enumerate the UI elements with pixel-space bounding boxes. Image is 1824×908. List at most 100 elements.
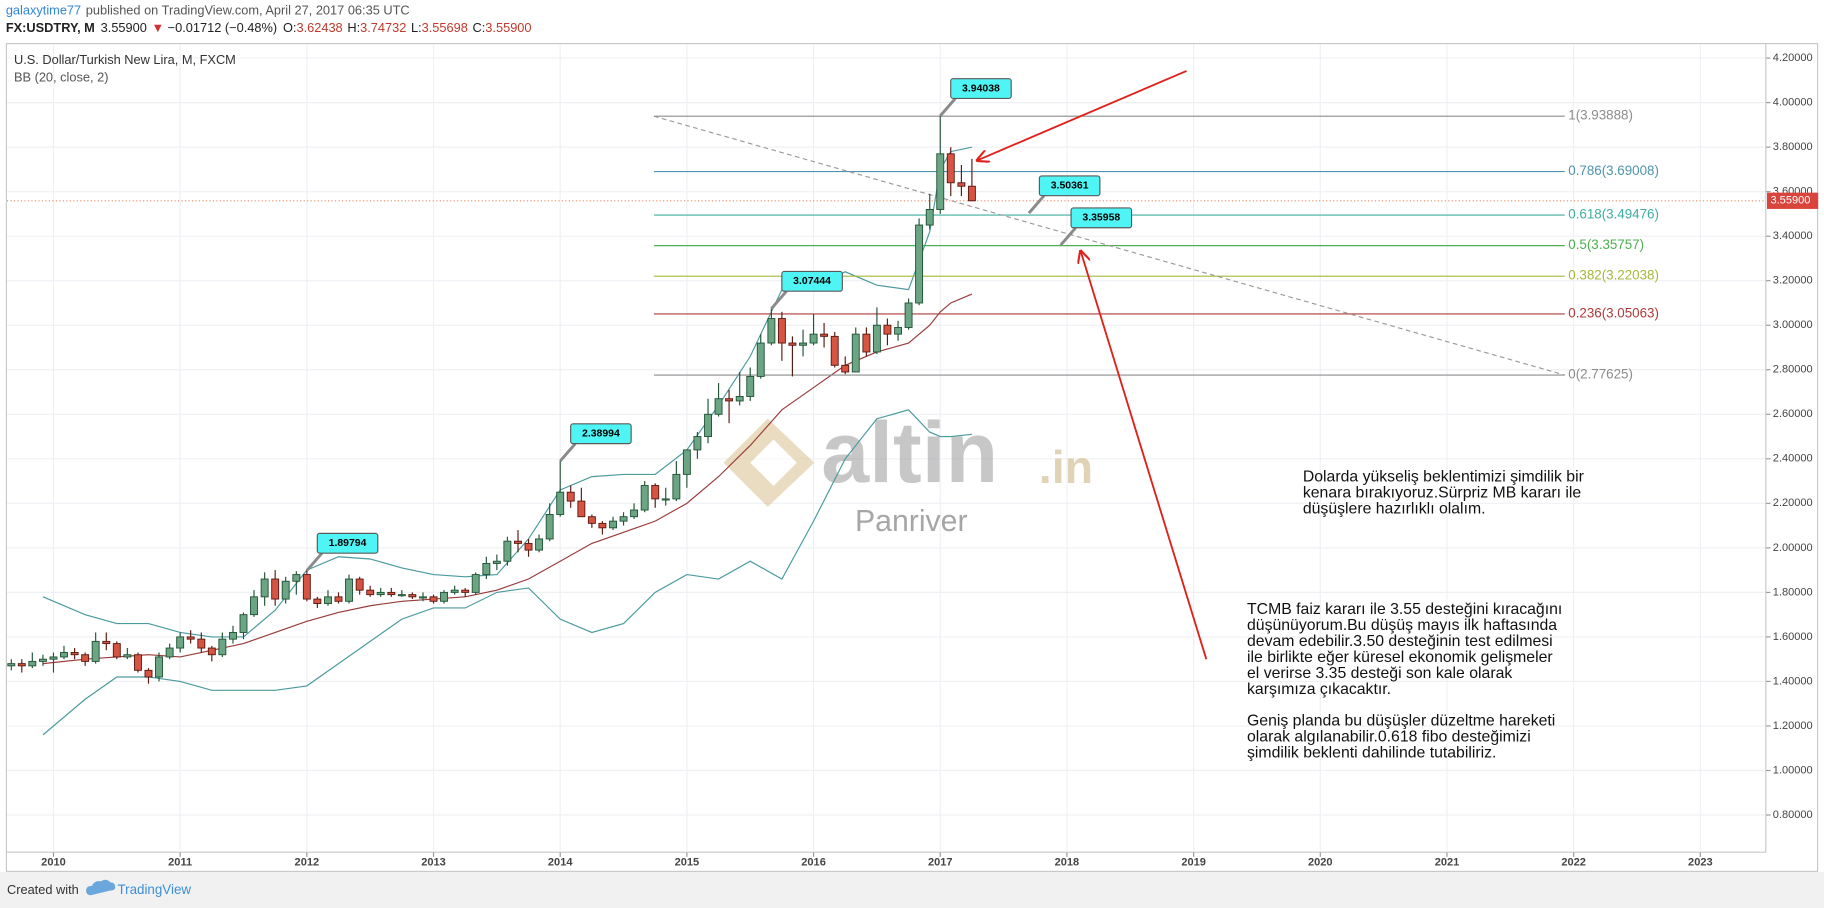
callout-box: [950, 78, 1012, 100]
candle-body: [408, 594, 417, 598]
candle-body: [514, 540, 522, 544]
fib-label: 0.5(3.35757): [1568, 237, 1644, 252]
candle-body: [292, 574, 301, 582]
candle-body: [176, 636, 185, 649]
price: 3.55900: [101, 20, 147, 35]
watermark-name: Panriver: [855, 505, 968, 538]
candle-body: [915, 224, 924, 304]
fib-label: 1(3.93888): [1568, 108, 1633, 123]
callout-box: [316, 532, 379, 554]
candle-body: [197, 638, 206, 649]
footer-created-with: Created with: [7, 882, 79, 897]
note-line: şimdilik beklenti dahilinde tutabiliriz.: [1247, 745, 1496, 762]
indicator-label: BB (20, close, 2): [14, 69, 109, 84]
high-value: 3.74732: [360, 20, 406, 35]
candle-body: [640, 485, 649, 511]
candle-body: [366, 589, 375, 596]
callout-pointer: [1059, 226, 1077, 247]
x-tick-label: 2011: [168, 857, 192, 869]
x-tick-label: 2013: [421, 857, 446, 869]
candle-body: [830, 335, 839, 366]
watermark: altin .in Panriver: [723, 405, 1093, 538]
candle-body: [155, 656, 163, 678]
low-label: L:: [411, 20, 422, 35]
note-line: karşımıza çıkacaktır.: [1247, 681, 1391, 698]
candle-body: [28, 660, 37, 667]
x-tick-label: 2012: [295, 857, 320, 869]
candle-body: [545, 514, 554, 540]
low-value: 3.55698: [422, 20, 468, 35]
candle-body: [904, 302, 913, 328]
x-tick-label: 2018: [1055, 857, 1080, 869]
x-tick-label: 2010: [41, 857, 66, 869]
candle-body: [767, 318, 776, 344]
candle-body: [313, 598, 322, 604]
callout-box: [1038, 175, 1101, 197]
candle-body: [619, 516, 628, 522]
candle-body: [49, 656, 58, 660]
candle-body: [609, 520, 617, 529]
candle-body: [672, 473, 681, 500]
candle-body: [820, 333, 829, 337]
callout-box: [781, 270, 843, 292]
candle-body: [566, 491, 575, 502]
x-tick-label: 2017: [928, 857, 953, 869]
candle-body: [851, 333, 860, 373]
candle-body: [250, 596, 258, 616]
x-tick-label: 2020: [1308, 857, 1333, 869]
candle-body: [60, 652, 68, 658]
footer-bar: [0, 871, 1824, 908]
candle-body: [756, 342, 765, 377]
footer-brand[interactable]: TradingView: [117, 882, 191, 897]
watermark-tld: .in: [1039, 441, 1093, 493]
candle-body: [841, 364, 850, 373]
candle-body: [271, 578, 280, 600]
callout-pointer: [1027, 194, 1046, 215]
note-line: düşüşlere hazırlıklı olalım.: [1303, 500, 1486, 517]
candle-body: [91, 640, 100, 662]
fib-label: 0(2.77625): [1568, 367, 1633, 382]
candle-body: [39, 658, 47, 662]
y-tick-label: 2.60000: [1773, 408, 1813, 420]
chart-frame: [5, 43, 1819, 872]
last-price-label: 3.55900: [1770, 195, 1810, 207]
note: Geniş planda bu düşüşler düzeltme hareke…: [1247, 712, 1555, 761]
candle-body: [355, 578, 364, 591]
note-line: Geniş planda bu düşüşler düzeltme hareke…: [1247, 712, 1555, 729]
symbol-bar: FX:USDTRY, M 3.55900 ▼ −0.01712 (−0.48%) O:3…: [6, 20, 532, 35]
note-line: olarak algılanabilir.0.618 fibo desteğim…: [1247, 729, 1531, 746]
candle-body: [260, 578, 269, 598]
high-label: H:: [347, 20, 360, 35]
y-tick-label: 1.20000: [1773, 720, 1813, 732]
candle-body: [461, 589, 470, 593]
x-tick-label: 2019: [1181, 857, 1206, 869]
callout-box: [1070, 207, 1133, 229]
callout-box: [570, 423, 632, 445]
y-tick-label: 3.00000: [1773, 319, 1813, 331]
y-tick-label: 2.20000: [1773, 497, 1813, 509]
candle-body: [799, 342, 808, 346]
y-tick-label: 0.80000: [1773, 809, 1813, 821]
callout-label: 2.38994: [582, 428, 620, 439]
candle-body: [946, 153, 955, 184]
candle-body: [281, 580, 290, 600]
y-tick-label: 3.20000: [1773, 275, 1813, 287]
fib-label: 0.618(3.49476): [1568, 207, 1659, 222]
y-tick-label: 4.00000: [1773, 97, 1813, 109]
note-line: el verirse 3.35 desteği son kale olarak: [1247, 665, 1512, 682]
candle-body: [598, 522, 607, 529]
candle-body: [207, 647, 216, 656]
candle-body: [714, 398, 723, 415]
x-tick-label: 2022: [1561, 857, 1586, 869]
author[interactable]: galaxytime77: [6, 3, 81, 18]
y-tick-label: 2.40000: [1773, 453, 1813, 465]
callout-pointer: [939, 97, 957, 117]
candle-body: [134, 654, 142, 671]
callout-label: 3.50361: [1051, 181, 1089, 192]
grid: [6, 44, 1766, 853]
candle-body: [894, 326, 903, 335]
candle-body: [524, 542, 533, 551]
candle-body: [7, 663, 16, 667]
y-tick-label: 1.00000: [1773, 764, 1813, 776]
